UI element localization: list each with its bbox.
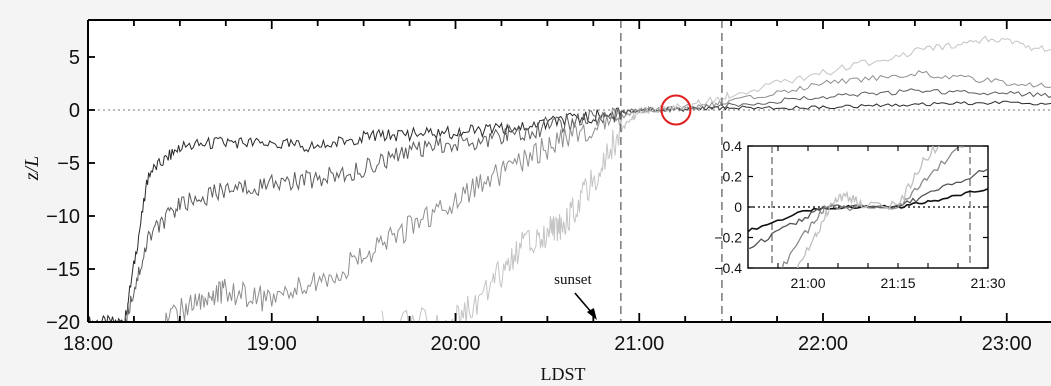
- inset-y-tick-label: 0.2: [723, 169, 743, 185]
- inset-series-line: [797, 146, 940, 268]
- highlight-circle: [660, 94, 692, 126]
- y-tick-label: −20: [46, 312, 80, 334]
- x-tick-label: 21:00: [614, 333, 664, 355]
- y-tick-label: −15: [46, 259, 80, 281]
- inset-x-tick-label: 21:30: [970, 275, 1005, 291]
- inset-x-tick-label: 21:00: [790, 275, 825, 291]
- y-axis-label: z/L: [21, 156, 43, 181]
- x-tick-label: 19:00: [247, 333, 297, 355]
- inset-x-tick-label: 21:15: [880, 275, 915, 291]
- series-line: [88, 100, 1051, 322]
- inset-y-tick-label: −0.4: [714, 260, 742, 276]
- series-line: [124, 88, 1051, 322]
- sunset-arrow-head: [586, 308, 597, 320]
- x-tick-label: 18:00: [63, 333, 113, 355]
- sunset-label: sunset: [554, 272, 592, 288]
- series-line: [164, 70, 1051, 322]
- y-tick-label: 0: [69, 100, 80, 122]
- inset-y-tick-label: 0.4: [723, 138, 743, 154]
- x-tick-label: 22:00: [798, 333, 848, 355]
- inset-y-tick-label: 0: [734, 199, 742, 215]
- x-tick-label: 20:00: [430, 333, 480, 355]
- y-tick-label: 5: [69, 47, 80, 69]
- x-tick-label: 23:00: [982, 333, 1032, 355]
- x-axis-label: LDST: [541, 364, 586, 384]
- y-tick-label: −5: [57, 153, 80, 175]
- y-tick-label: −10: [46, 206, 80, 228]
- series-line: [381, 35, 1051, 322]
- inset-y-tick-label: −0.2: [714, 230, 742, 246]
